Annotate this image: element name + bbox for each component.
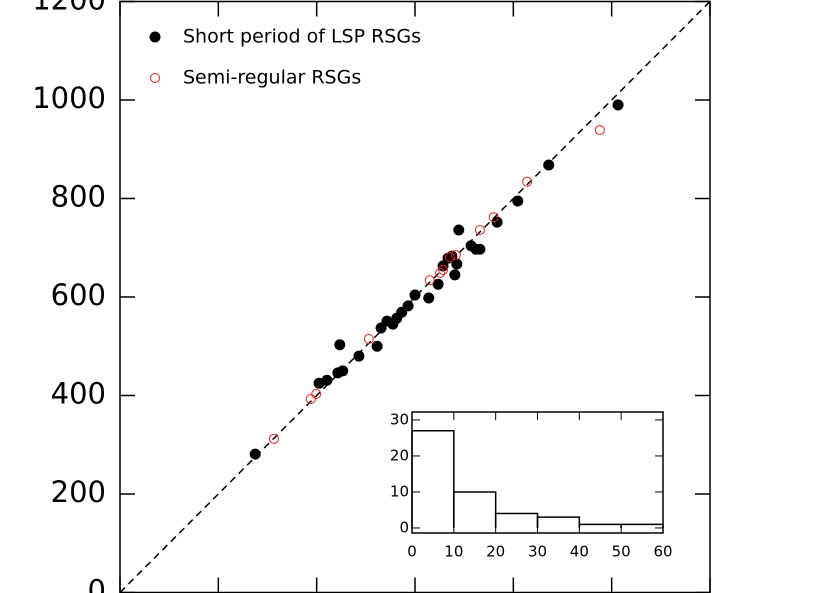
y-tick-label: 800 (51, 180, 106, 214)
histogram-bar (536, 516, 581, 528)
data-point (444, 252, 455, 263)
y-tick-label: 600 (51, 278, 106, 312)
data-point (371, 340, 383, 352)
histogram-bar (453, 491, 497, 528)
data-point (612, 99, 624, 111)
data-point (449, 269, 461, 281)
y-tick-label: 20 (390, 446, 409, 464)
x-tick-label: 60 (653, 543, 672, 561)
data-point (353, 350, 365, 362)
data-point (363, 333, 374, 344)
y-tick-label: 0 (88, 574, 106, 593)
y-tick-label: 1000 (32, 81, 106, 115)
data-point (375, 322, 387, 334)
data-point (474, 243, 486, 255)
data-point (334, 339, 346, 351)
data-point (594, 125, 605, 136)
y-tick-label: 400 (51, 377, 106, 411)
data-point (424, 275, 435, 286)
data-point (522, 176, 533, 187)
data-point (488, 212, 499, 223)
data-point (450, 250, 461, 261)
y-tick-label: 10 (390, 482, 409, 500)
legend-marker (149, 31, 161, 43)
x-tick-label: 10 (444, 543, 463, 561)
x-tick-label: 40 (570, 543, 589, 561)
legend-marker (150, 73, 160, 83)
x-tick-label: 50 (612, 543, 631, 561)
histogram-bar (411, 429, 455, 528)
data-point (512, 195, 524, 207)
data-point (249, 448, 261, 460)
data-point (409, 289, 421, 301)
data-point (451, 258, 463, 270)
data-point (453, 224, 465, 236)
x-tick-label: 20 (486, 543, 505, 561)
data-point (423, 292, 435, 304)
legend-label: Semi-regular RSGs (183, 67, 361, 89)
data-point (311, 389, 322, 400)
data-point (305, 393, 316, 404)
y-tick-label: 200 (51, 475, 106, 509)
data-point (435, 267, 446, 278)
data-point (268, 433, 279, 444)
x-tick-label: 30 (528, 543, 547, 561)
data-point (337, 365, 349, 377)
y-tick-label: 30 (390, 410, 409, 428)
data-point (474, 225, 485, 236)
data-point (491, 216, 503, 228)
data-point (321, 374, 333, 386)
data-point (402, 300, 414, 312)
data-point (396, 306, 408, 318)
data-point (432, 278, 444, 290)
data-point (438, 264, 449, 275)
x-tick-label: 0 (407, 543, 417, 561)
legend-label: Short period of LSP RSGs (183, 26, 421, 48)
data-point (543, 159, 555, 171)
y-tick-label: 1200 (32, 0, 106, 17)
y-tick-label: 0 (399, 518, 409, 536)
